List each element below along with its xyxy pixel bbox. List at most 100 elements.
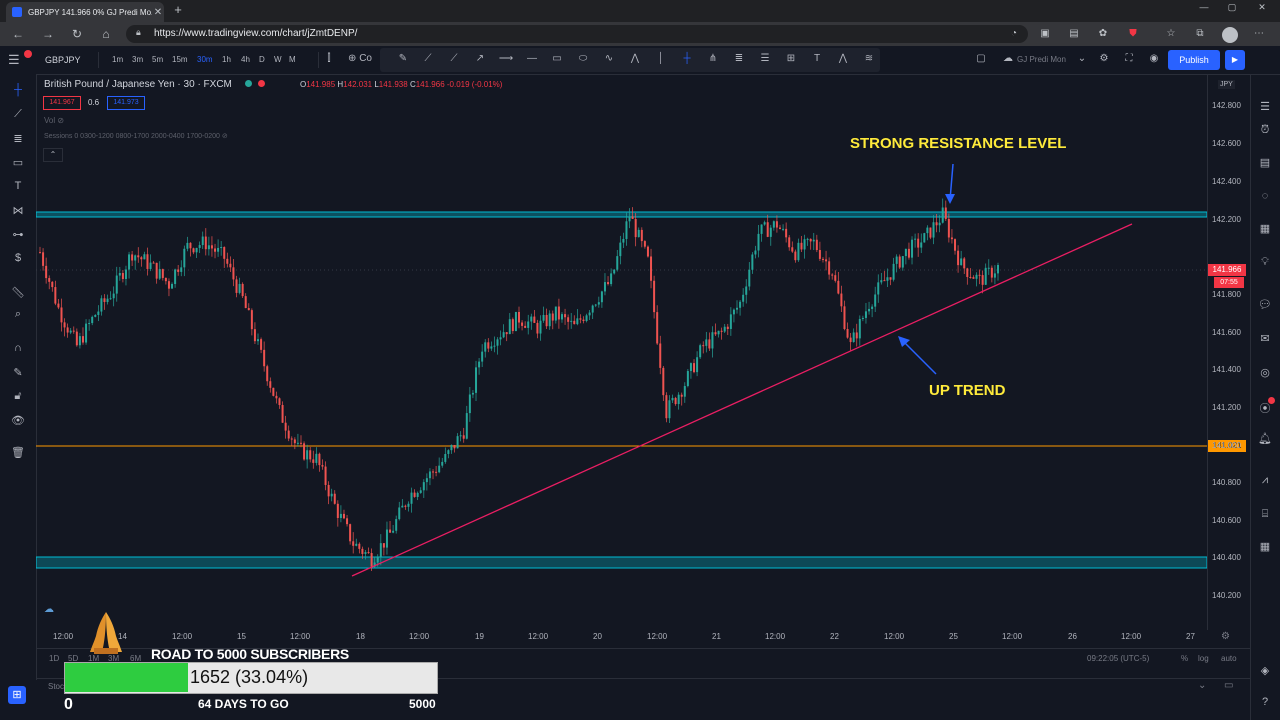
browser-tab[interactable]: GBPJPY 141.966 0% GJ Predi Mo... ✕ bbox=[6, 2, 164, 22]
pattern-tool-icon[interactable]: ⋈ bbox=[12, 205, 24, 217]
alerts-icon[interactable]: ⏰︎ bbox=[1260, 124, 1270, 136]
tracking-icon[interactable]: ◔ bbox=[1010, 28, 1018, 39]
eye-icon[interactable]: 👁︎ bbox=[11, 415, 25, 427]
camera-icon[interactable]: ◉ bbox=[1149, 53, 1159, 64]
object-tree-icon[interactable]: ⊞ bbox=[8, 686, 26, 704]
price-chart[interactable] bbox=[36, 74, 1207, 630]
reload-icon[interactable]: ↻ bbox=[71, 27, 83, 41]
trading-panel-icon[interactable]: ⩘ bbox=[1261, 474, 1269, 486]
dollar-icon[interactable]: $ bbox=[14, 252, 22, 264]
range-3m[interactable]: 3M bbox=[108, 654, 120, 663]
url-text[interactable]: https://www.tradingview.com/chart/jZmtDE… bbox=[154, 28, 358, 39]
favorites-icon[interactable]: ☆ bbox=[1166, 28, 1176, 39]
shape-tool-icon[interactable]: ▭ bbox=[12, 157, 24, 169]
symbol-search[interactable]: GBPJPY bbox=[45, 55, 81, 65]
eye-off-icon[interactable]: ⊘ bbox=[57, 116, 65, 125]
lock-icon[interactable]: 🔓︎ bbox=[14, 390, 22, 402]
brush-icon[interactable]: ✎ bbox=[398, 53, 408, 64]
cloud-icon[interactable]: ☁ bbox=[1003, 53, 1013, 64]
strategy-icon[interactable]: ▦ bbox=[1259, 541, 1271, 553]
pine-editor-icon[interactable]: ⌸ bbox=[1261, 508, 1269, 520]
forecast-tool-icon[interactable]: ⊶ bbox=[12, 229, 24, 241]
ellipse-icon[interactable]: ⬭ bbox=[578, 53, 588, 64]
back-icon[interactable]: ← bbox=[12, 27, 24, 41]
streams-icon[interactable]: ◎ bbox=[1260, 367, 1270, 379]
auto-toggle[interactable]: auto bbox=[1221, 654, 1237, 663]
sell-price-button[interactable]: 141.967 bbox=[43, 96, 81, 110]
pattern-icon[interactable]: ⋀ bbox=[630, 53, 640, 64]
settings-lines-icon[interactable]: ≋ bbox=[864, 53, 874, 64]
close-window-button[interactable]: ✕ bbox=[1258, 2, 1266, 12]
profile-avatar[interactable] bbox=[1222, 27, 1238, 43]
elliott-wave-icon[interactable]: ⋀ bbox=[838, 53, 848, 64]
gear-icon[interactable]: ⚙ bbox=[1099, 53, 1109, 64]
timeframe-4h[interactable]: 4h bbox=[241, 55, 250, 64]
text-tool-icon[interactable]: T bbox=[813, 53, 821, 64]
trash-icon[interactable]: 🗑︎ bbox=[11, 447, 25, 459]
uptrend-annotation[interactable]: UP TREND bbox=[929, 382, 1006, 399]
eye-off-icon[interactable]: ⊘ bbox=[221, 133, 228, 140]
fib-icon[interactable]: ≣ bbox=[734, 53, 744, 64]
pitchfork-icon[interactable]: ⋔ bbox=[708, 53, 718, 64]
layers-icon[interactable]: ◈ bbox=[1260, 665, 1270, 677]
help-icon[interactable]: ? bbox=[1261, 696, 1269, 708]
timeframe-3m[interactable]: 3m bbox=[132, 55, 144, 64]
price-axis[interactable] bbox=[1207, 74, 1251, 630]
timeframe-15m[interactable]: 15m bbox=[172, 55, 188, 64]
trendline-tool-icon[interactable]: ⟋ bbox=[14, 108, 22, 120]
broadcast-icon[interactable]: ⦿ bbox=[1259, 403, 1271, 415]
timeframe-5m[interactable]: 5m bbox=[152, 55, 164, 64]
crosshair-icon[interactable]: ┼ bbox=[14, 84, 22, 96]
range-1m[interactable]: 1M bbox=[88, 654, 100, 663]
text-tool-icon[interactable]: T bbox=[14, 180, 22, 192]
timeframe-30m[interactable]: 30m bbox=[197, 55, 213, 64]
new-tab-button[interactable]: + bbox=[174, 2, 182, 17]
layout-icon[interactable]: ▢ bbox=[976, 53, 986, 64]
tab-close-icon[interactable]: ✕ bbox=[153, 6, 163, 18]
lock-icon[interactable]: 🔒︎ bbox=[136, 27, 141, 37]
curve-icon[interactable]: ∿ bbox=[604, 53, 614, 64]
settings-icon[interactable]: ⚙ bbox=[1221, 631, 1230, 642]
compare-button[interactable]: ⊕ Co bbox=[348, 53, 372, 64]
range-6m[interactable]: 6M bbox=[130, 654, 142, 663]
timeframe-d[interactable]: D bbox=[259, 55, 265, 64]
chevron-down-icon[interactable]: ⌄ bbox=[1077, 53, 1087, 64]
ray-icon[interactable]: ⟋ bbox=[450, 53, 458, 64]
ublock-icon[interactable]: ⛊ bbox=[1129, 28, 1137, 39]
timeframe-m[interactable]: M bbox=[289, 55, 296, 64]
extension-icon[interactable]: ✿ bbox=[1098, 28, 1108, 39]
horizontal-ray-icon[interactable]: ⟶ bbox=[498, 53, 514, 64]
fib-tool-icon[interactable]: ≣ bbox=[13, 133, 23, 145]
resistance-annotation[interactable]: STRONG RESISTANCE LEVEL bbox=[850, 135, 1067, 152]
timeframe-1h[interactable]: 1h bbox=[222, 55, 231, 64]
percent-toggle[interactable]: % bbox=[1181, 654, 1189, 663]
range-5d[interactable]: 5D bbox=[68, 654, 79, 663]
messages-icon[interactable]: ✉ bbox=[1260, 333, 1270, 345]
trendline-icon[interactable]: ⟋ bbox=[424, 53, 432, 64]
candle-type-icon[interactable]: ⫿ bbox=[327, 53, 331, 64]
rectangle-icon[interactable]: ▭ bbox=[552, 53, 562, 64]
resistance-band[interactable] bbox=[36, 211, 1207, 218]
ruler-icon[interactable]: 📏︎ bbox=[11, 287, 25, 299]
volume-indicator[interactable]: Vol ⊘ bbox=[44, 116, 64, 125]
collections-icon[interactable]: ⧉ bbox=[1196, 28, 1204, 39]
hotlist-icon[interactable]: ◌ bbox=[1261, 190, 1269, 202]
fullscreen-icon[interactable]: ⛶ bbox=[1125, 53, 1133, 64]
log-toggle[interactable]: log bbox=[1198, 654, 1209, 663]
buy-price-button[interactable]: 141.973 bbox=[107, 96, 145, 110]
fib-channel-icon[interactable]: ☰ bbox=[760, 53, 770, 64]
extension-icon[interactable]: ▣ bbox=[1040, 28, 1050, 39]
uptrend-line[interactable] bbox=[351, 223, 1133, 577]
chat-icon[interactable]: 💬︎ bbox=[1258, 299, 1272, 311]
extended-line-icon[interactable]: ↗ bbox=[475, 53, 485, 64]
horizontal-line-icon[interactable]: — bbox=[527, 53, 537, 64]
symbol-description[interactable]: British Pound / Japanese Yen · 30 · FXCM bbox=[44, 79, 232, 90]
gann-icon[interactable]: ⊞ bbox=[786, 53, 796, 64]
timeframe-w[interactable]: W bbox=[274, 55, 282, 64]
home-icon[interactable]: ⌂ bbox=[102, 27, 110, 41]
menu-icon[interactable]: ☰ bbox=[8, 52, 20, 67]
crosshair-icon[interactable]: ┼ bbox=[683, 53, 691, 64]
minimize-panel-icon[interactable]: ⌄ bbox=[1198, 680, 1207, 691]
support-band[interactable] bbox=[36, 556, 1207, 569]
clock[interactable]: 09:22:05 (UTC-5) bbox=[1087, 654, 1150, 663]
